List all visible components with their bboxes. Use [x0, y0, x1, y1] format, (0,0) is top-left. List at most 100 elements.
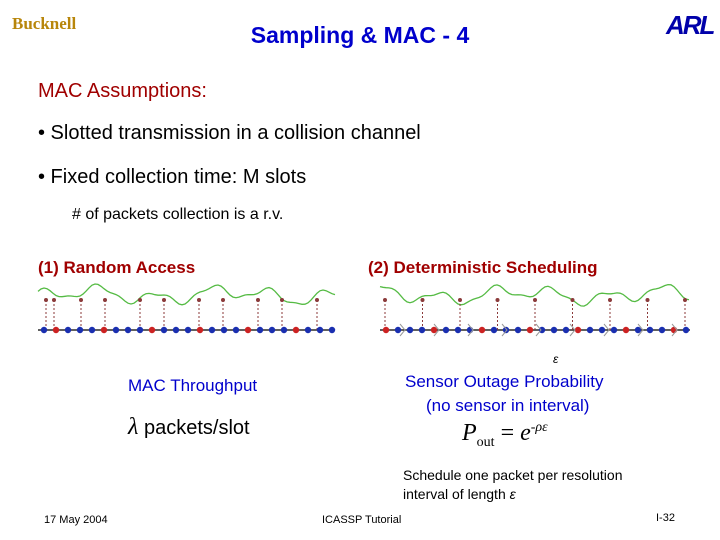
schedule-note: Schedule one packet per resolution — [403, 467, 623, 483]
slot-dot — [550, 326, 558, 334]
slide-title: Sampling & MAC - 4 — [250, 22, 470, 48]
slot-dot — [406, 326, 414, 334]
slot-dot — [562, 326, 570, 334]
diagrams — [37, 283, 690, 337]
slot-dot — [244, 326, 252, 334]
epsilon-label: ε — [553, 352, 559, 366]
slot-dot — [76, 326, 84, 334]
logo-arl: ARL — [666, 10, 715, 40]
slot-dot — [124, 326, 132, 334]
caption: (no sensor in interval) — [426, 396, 590, 415]
slot-dot — [598, 326, 606, 334]
note: # of packets collection is a r.v. — [72, 206, 284, 223]
slot-dot — [394, 326, 402, 334]
slot-dot — [538, 326, 546, 334]
slot-dot — [442, 326, 450, 334]
formula-eq: = — [500, 420, 515, 446]
slot-dot — [316, 326, 324, 334]
slot-dot — [430, 326, 438, 334]
text: interval of length — [403, 486, 506, 502]
slot-dot — [382, 326, 390, 334]
slot-dot — [478, 326, 486, 334]
slot-dot — [280, 326, 288, 334]
bullet: • Fixed collection time: M slots — [38, 166, 307, 188]
slot-dot — [574, 326, 582, 334]
caption: MAC Throughput — [128, 376, 258, 395]
slot-dot — [610, 326, 618, 334]
sample-dot — [533, 298, 537, 302]
interval-mark — [433, 323, 440, 337]
slot-dot — [418, 326, 426, 334]
slot-dot — [100, 326, 108, 334]
formula-base: e — [520, 420, 531, 446]
slot-dot — [292, 326, 300, 334]
formula-sub: out — [476, 434, 495, 450]
slot-dot — [172, 326, 180, 334]
section-label: (1) Random Access — [38, 258, 196, 277]
slot-dot — [136, 326, 144, 334]
slot-dot — [502, 326, 510, 334]
sample-dot — [608, 298, 612, 302]
interval-mark — [535, 323, 542, 337]
slot-dot — [196, 326, 204, 334]
slot-dot — [586, 326, 594, 334]
slot-dot — [220, 326, 228, 334]
slot-dot — [160, 326, 168, 334]
sample-dot — [458, 298, 462, 302]
sample-dot — [256, 298, 260, 302]
footer-venue: ICASSP Tutorial — [322, 514, 402, 526]
sample-dot — [420, 298, 425, 302]
slot-dot — [646, 326, 654, 334]
sample-dot — [221, 298, 225, 302]
sample-dot — [138, 298, 142, 302]
slot-dot — [88, 326, 96, 334]
unit: packets/slot — [143, 417, 250, 439]
signal-wave — [37, 283, 336, 306]
interval-mark — [399, 323, 406, 337]
slot-dot — [256, 326, 264, 334]
interval-mark — [569, 323, 576, 337]
formula-exp: -ρε — [530, 420, 548, 435]
schedule-note: interval of length ε — [403, 486, 516, 502]
signal-wave — [379, 283, 690, 307]
sample-dot — [315, 298, 319, 302]
heading: MAC Assumptions: — [38, 80, 207, 102]
formula-lhs: P — [462, 420, 477, 446]
symbol: ε — [509, 486, 516, 502]
sample-dot — [162, 298, 166, 302]
throughput: λ packets/slot — [128, 414, 250, 441]
interval-mark — [603, 323, 610, 337]
sample-dot — [103, 298, 107, 302]
symbol: λ — [128, 414, 139, 440]
slot-dot — [112, 326, 120, 334]
slot-dot — [184, 326, 192, 334]
sample-dot — [683, 298, 687, 302]
section-label: (2) Deterministic Scheduling — [368, 258, 598, 277]
slot-dot — [232, 326, 240, 334]
footer-date: 17 May 2004 — [44, 514, 108, 526]
slot-dot — [52, 326, 60, 334]
sample-dot — [79, 298, 83, 302]
slot-dot — [40, 326, 48, 334]
sample-dot — [495, 298, 500, 302]
interval-mark — [467, 323, 474, 337]
caption: Sensor Outage Probability — [405, 372, 604, 391]
slot-dot — [526, 326, 534, 334]
slot-dot — [148, 326, 156, 334]
logo-bucknell: Bucknell — [12, 14, 77, 33]
sample-dot — [383, 298, 387, 302]
interval-mark — [637, 323, 644, 337]
slot-dot — [622, 326, 630, 334]
formula: Pout = e-ρε — [462, 420, 548, 451]
slot-dot — [514, 326, 522, 334]
footer-page: I-32 — [656, 512, 675, 524]
slot-dot — [328, 326, 336, 334]
sample-dot — [280, 298, 284, 302]
sample-dot — [52, 298, 56, 302]
slot-dot — [634, 326, 642, 334]
sample-dot — [197, 298, 201, 302]
slot-dot — [268, 326, 276, 334]
slot-dot — [682, 326, 690, 334]
interval-mark — [671, 323, 678, 337]
